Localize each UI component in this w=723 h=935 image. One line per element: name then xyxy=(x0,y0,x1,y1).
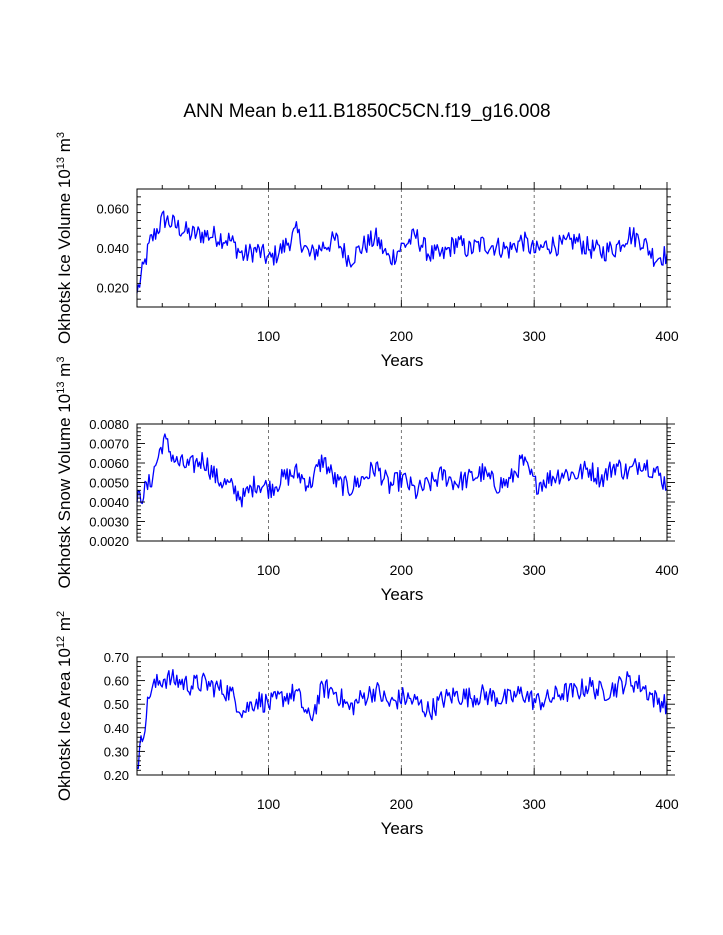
x-tick-label: 100 xyxy=(257,562,281,578)
y-tick-label: 0.60 xyxy=(104,674,129,689)
y-axis-label-exponent: 13 xyxy=(55,382,67,394)
y-axis-label-unit-exponent: 3 xyxy=(55,357,67,363)
series-line xyxy=(136,433,668,508)
y-axis-label: Okhotsk Ice Volume 1013 m3 xyxy=(55,132,74,344)
y-tick-label: 0.20 xyxy=(104,768,129,783)
plot-frame xyxy=(136,656,668,776)
y-tick-label: 0.0020 xyxy=(89,534,129,549)
chart-ice-volume: 100 200 300 400 Years 0.020 0.040 0.060 Okhotsk … xyxy=(55,132,679,370)
y-tick-label: 0.0070 xyxy=(89,437,129,452)
y-axis-label-main: Okhotsk Ice Area 10 xyxy=(55,648,74,801)
y-axis-label-exponent: 13 xyxy=(55,157,67,169)
series-line xyxy=(136,669,668,770)
x-tick-label: 400 xyxy=(655,562,679,578)
y-tick-label: 0.040 xyxy=(96,241,129,256)
y-tick-label: 0.40 xyxy=(104,721,129,736)
figure-title: ANN Mean b.e11.B1850C5CN.f19_g16.008 xyxy=(183,101,550,122)
x-tick-label: 200 xyxy=(390,328,414,344)
y-axis-label-main: Okhotsk Ice Volume 10 xyxy=(55,169,74,344)
y-axis-label-exponent: 12 xyxy=(55,636,67,648)
series-line xyxy=(136,210,668,294)
y-axis-label-unit: m xyxy=(55,617,74,636)
y-axis-label: Okhotsk Ice Area 1012 m2 xyxy=(55,611,74,801)
y-tick-label: 0.020 xyxy=(96,280,129,295)
x-tick-label: 400 xyxy=(655,796,679,812)
chart-snow-volume: 100 200 300 400 Years 0.0020 0.0030 0.0040 0.005… xyxy=(55,357,679,604)
plot-frame xyxy=(136,188,668,308)
x-tick-label: 100 xyxy=(257,328,281,344)
x-tick-label: 200 xyxy=(390,796,414,812)
y-axis-label: Okhotsk Snow Volume 1013 m3 xyxy=(55,357,74,589)
x-axis-label: Years xyxy=(381,819,424,838)
x-tick-label: 300 xyxy=(522,796,546,812)
y-tick-label: 0.30 xyxy=(104,744,129,759)
y-tick-label: 0.0060 xyxy=(89,456,129,471)
y-tick-label: 0.70 xyxy=(104,650,129,665)
y-axis-label-unit-exponent: 2 xyxy=(55,611,67,617)
x-tick-label: 100 xyxy=(257,796,281,812)
y-axis-label-unit: m xyxy=(55,363,74,382)
x-tick-label: 300 xyxy=(522,562,546,578)
y-tick-label: 0.0030 xyxy=(89,515,129,530)
y-axis-label-unit: m xyxy=(55,138,74,157)
x-axis-label: Years xyxy=(381,585,424,604)
y-tick-label: 0.060 xyxy=(96,202,129,217)
y-tick-label: 0.0050 xyxy=(89,476,129,491)
x-tick-label: 200 xyxy=(390,562,414,578)
y-tick-label: 0.50 xyxy=(104,697,129,712)
chart-ice-area: 100 200 300 400 Years 0.20 0.30 0.40 0.50 0.60 0.7… xyxy=(55,611,679,838)
x-axis-label: Years xyxy=(381,351,424,370)
y-tick-label: 0.0080 xyxy=(89,417,129,432)
x-tick-label: 300 xyxy=(522,328,546,344)
y-tick-label: 0.0040 xyxy=(89,495,129,510)
x-tick-label: 400 xyxy=(655,328,679,344)
y-axis-label-main: Okhotsk Snow Volume 10 xyxy=(55,394,74,589)
y-axis-label-unit-exponent: 3 xyxy=(55,132,67,138)
